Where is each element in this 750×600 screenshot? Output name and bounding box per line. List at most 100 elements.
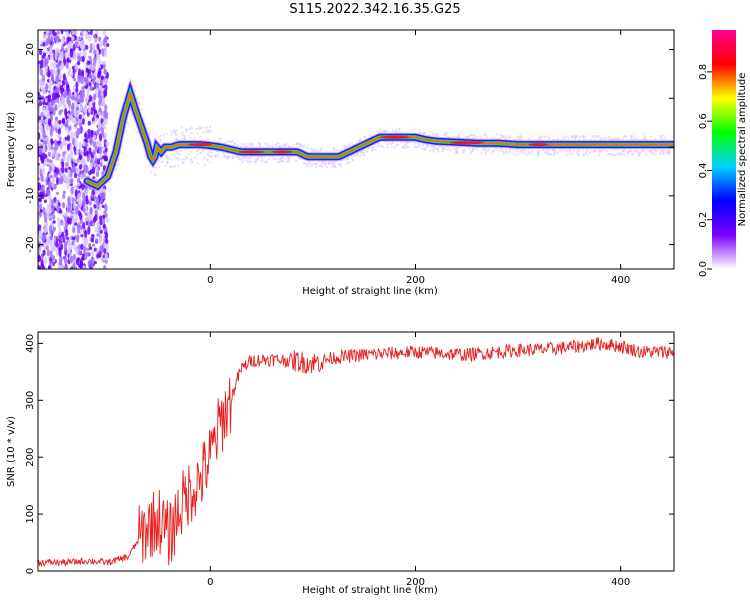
- halo-mark: [166, 155, 169, 158]
- halo-mark: [367, 147, 370, 150]
- noise-mark: [91, 64, 95, 71]
- noise-mark: [68, 201, 72, 210]
- halo-mark: [244, 145, 247, 148]
- noise-mark: [104, 158, 108, 162]
- halo-mark: [508, 151, 511, 154]
- noise-mark: [60, 64, 64, 69]
- halo-mark: [633, 135, 636, 138]
- halo-mark: [347, 144, 350, 147]
- noise-mark: [55, 151, 59, 161]
- halo-mark: [584, 137, 587, 140]
- halo-mark: [667, 148, 670, 151]
- noise-mark: [39, 49, 43, 56]
- halo-mark: [241, 156, 244, 158]
- halo-mark: [520, 149, 523, 152]
- noise-mark: [84, 229, 88, 238]
- noise-mark: [90, 130, 94, 139]
- noise-mark: [45, 113, 50, 119]
- noise-mark: [64, 51, 68, 58]
- halo-mark: [385, 129, 388, 132]
- halo-mark: [159, 140, 162, 143]
- noise-mark: [93, 49, 97, 55]
- halo-mark: [531, 150, 534, 153]
- noise-mark: [67, 248, 71, 254]
- noise-mark: [87, 60, 91, 65]
- halo-mark: [240, 159, 242, 161]
- halo-mark: [429, 149, 432, 152]
- noise-mark: [46, 158, 50, 163]
- halo-mark: [654, 138, 657, 141]
- halo-mark: [538, 150, 541, 153]
- halo-mark: [591, 135, 594, 137]
- halo-mark: [284, 144, 287, 147]
- halo-mark: [624, 153, 627, 156]
- halo-mark: [447, 147, 450, 150]
- noise-mark: [39, 209, 43, 213]
- noise-mark: [58, 248, 62, 258]
- noise-mark: [89, 43, 93, 52]
- halo-mark: [536, 152, 539, 155]
- halo-mark: [196, 162, 199, 164]
- halo-mark: [281, 144, 284, 146]
- halo-mark: [144, 155, 147, 157]
- halo-mark: [190, 158, 193, 161]
- noise-mark: [76, 98, 80, 103]
- halo-mark: [108, 189, 111, 192]
- noise-mark: [105, 217, 110, 224]
- noise-mark: [98, 67, 102, 76]
- noise-mark: [74, 62, 78, 70]
- noise-mark: [54, 92, 59, 98]
- noise-mark: [84, 96, 88, 104]
- halo-mark: [185, 155, 187, 158]
- x-tick-label: 200: [406, 275, 425, 286]
- halo-mark: [329, 162, 332, 165]
- halo-mark: [346, 162, 349, 165]
- noise-mark: [39, 78, 43, 82]
- halo-mark: [473, 134, 476, 137]
- noise-mark: [66, 180, 70, 189]
- noise-mark: [49, 159, 53, 163]
- halo-mark: [154, 173, 157, 176]
- halo-mark: [496, 133, 499, 136]
- noise-mark: [50, 145, 54, 150]
- halo-mark: [117, 163, 120, 165]
- halo-mark: [446, 148, 448, 151]
- x-tick-label: 200: [406, 577, 425, 588]
- y-tick-label: 0: [25, 144, 36, 150]
- halo-mark: [448, 136, 451, 139]
- noise-mark: [96, 233, 100, 237]
- halo-mark: [278, 145, 281, 148]
- halo-mark: [356, 152, 359, 155]
- halo-mark: [627, 151, 630, 154]
- halo-mark: [496, 149, 499, 152]
- halo-mark: [244, 156, 247, 159]
- halo-mark: [150, 170, 153, 173]
- noise-mark: [81, 30, 85, 35]
- halo-mark: [419, 132, 422, 135]
- noise-mark: [55, 48, 59, 52]
- halo-mark: [186, 157, 189, 160]
- halo-mark: [243, 143, 246, 146]
- noise-mark: [81, 114, 85, 119]
- y-tick-label: 300: [25, 391, 36, 410]
- halo-mark: [536, 150, 539, 152]
- halo-mark: [450, 149, 453, 151]
- halo-mark: [552, 138, 554, 141]
- noise-mark: [56, 124, 60, 130]
- noise-mark: [68, 89, 72, 99]
- halo-mark: [526, 154, 529, 157]
- halo-mark: [165, 161, 168, 164]
- noise-mark: [85, 142, 89, 147]
- noise-mark: [84, 237, 88, 246]
- halo-mark: [565, 149, 568, 152]
- halo-mark: [428, 133, 431, 136]
- halo-mark: [166, 133, 169, 136]
- noise-mark: [89, 85, 93, 92]
- halo-mark: [632, 138, 635, 141]
- noise-mark: [44, 118, 48, 124]
- halo-mark: [468, 147, 471, 150]
- noise-mark: [44, 66, 49, 69]
- noise-mark: [99, 161, 103, 168]
- noise-mark: [55, 241, 59, 248]
